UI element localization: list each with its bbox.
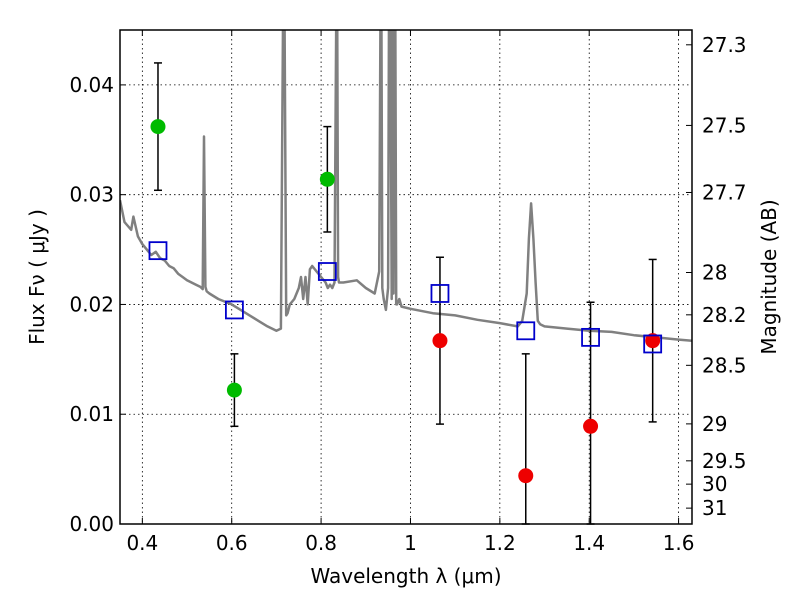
model-flux-square xyxy=(430,284,450,303)
observed-flux-point xyxy=(518,468,534,484)
y2-axis-label: Magnitude (AB) xyxy=(757,199,781,354)
y2-tick-label: 28 xyxy=(702,261,727,285)
observed-flux-point xyxy=(319,171,335,187)
observed-flux-point xyxy=(645,333,661,349)
x-tick-label: 1.4 xyxy=(573,531,605,555)
y2-tick-label: 30 xyxy=(702,472,727,496)
grid-lines xyxy=(120,30,692,524)
x-tick-label: 0.4 xyxy=(126,531,158,555)
y-tick-label: 0.02 xyxy=(69,292,114,316)
y2-tick-label: 28.2 xyxy=(702,303,747,327)
y-tick-label: 0.03 xyxy=(69,183,114,207)
x-tick-label: 0.6 xyxy=(216,531,248,555)
y2-tick-label: 27.5 xyxy=(702,113,747,137)
x-tick-label: 1.2 xyxy=(484,531,516,555)
y2-tick-label: 27.3 xyxy=(702,33,747,57)
plot-frame xyxy=(119,29,693,525)
model-flux-square xyxy=(148,241,168,261)
y2-tick-label: 29 xyxy=(702,412,727,436)
spectrum-line xyxy=(120,30,692,342)
x-tick-label: 1.6 xyxy=(663,531,695,555)
photometry-markers xyxy=(148,62,663,525)
x-tick-label: 0.8 xyxy=(305,531,337,555)
y2-tick-label: 27.7 xyxy=(702,180,747,204)
model-flux-square xyxy=(224,300,244,320)
model-flux-square xyxy=(516,321,536,341)
observed-flux-point xyxy=(226,382,242,398)
y2-tick-label: 31 xyxy=(702,496,727,520)
observed-flux-point xyxy=(432,333,448,349)
axis-ticks: 0.4 0.6 0.8 1 1.2 1.4 1.6 0.00 0.01 0.02 0.03 0.04 2… xyxy=(69,30,747,555)
y-axis-label: Flux Fν ( μJy ) xyxy=(25,209,49,345)
model-spectrum xyxy=(120,30,692,342)
y2-tick-label: 29.5 xyxy=(702,449,747,473)
x-tick-label: 1 xyxy=(404,531,417,555)
y-tick-label: 0.01 xyxy=(69,402,114,426)
model-flux-square xyxy=(581,327,600,347)
y2-tick-label: 28.5 xyxy=(702,353,747,377)
y-tick-label: 0.04 xyxy=(69,73,114,97)
observed-flux-point xyxy=(150,119,166,135)
model-flux-square xyxy=(643,334,663,354)
x-axis-label: Wavelength λ (μm) xyxy=(310,564,501,588)
observed-flux-point xyxy=(583,418,599,434)
model-flux-square xyxy=(317,262,337,281)
y-tick-label: 0.00 xyxy=(69,512,114,536)
